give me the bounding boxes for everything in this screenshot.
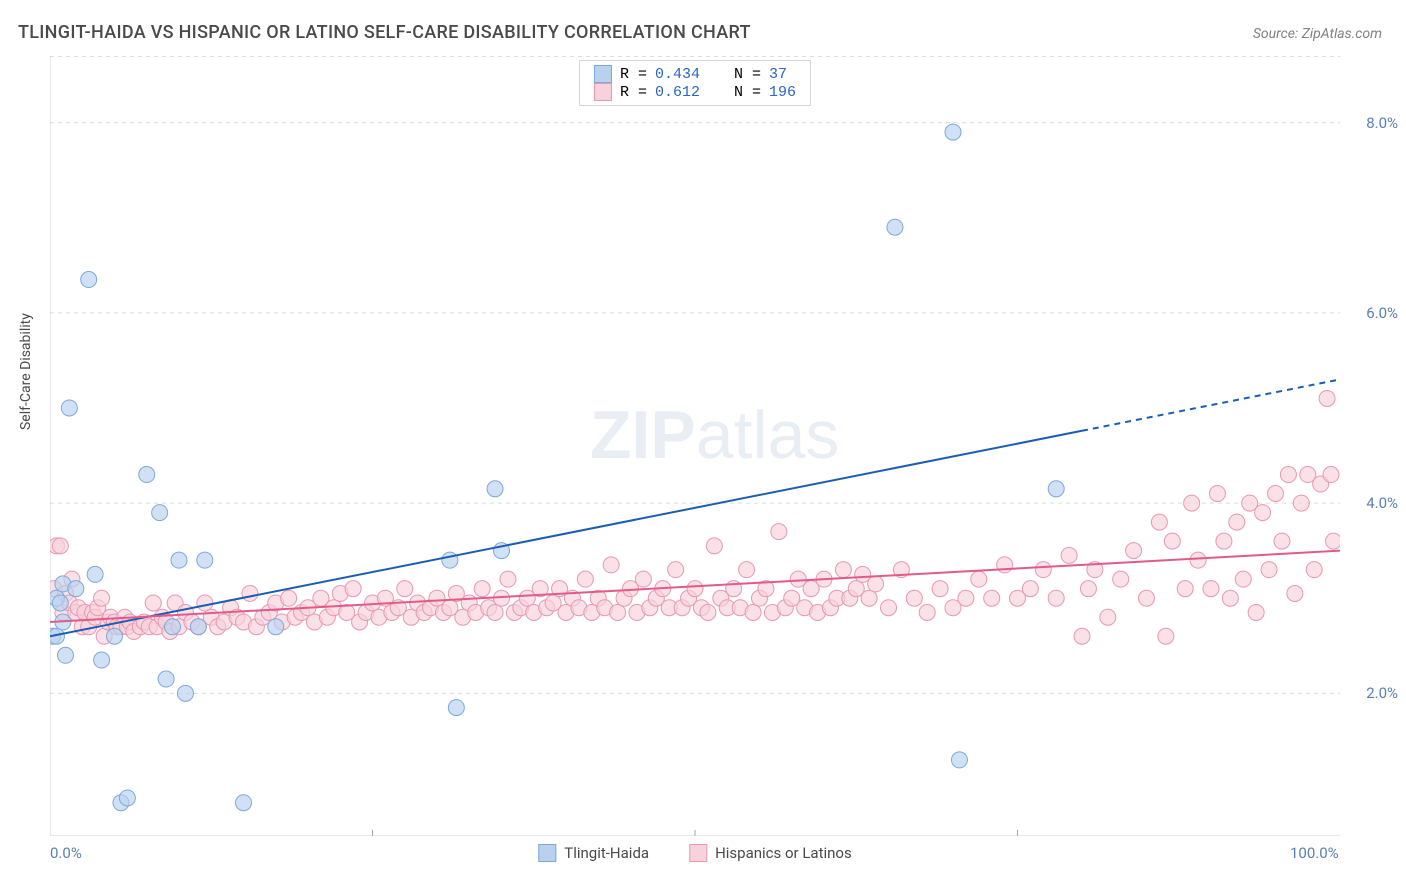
swatch-series-1 <box>594 65 612 83</box>
legend-series-1-label: Tlingit-Haida <box>564 844 649 862</box>
y-axis-label: Self-Care Disability <box>18 313 34 430</box>
y-tick-label: 6.0% <box>1366 304 1398 322</box>
chart-title: TLINGIT-HAIDA VS HISPANIC OR LATINO SELF… <box>18 22 751 43</box>
source-attribution: Source: ZipAtlas.com <box>1253 26 1382 42</box>
correlation-legend: R = 0.434 N = 37 R = 0.612 N = 196 <box>579 60 811 106</box>
legend-r-value-1: 0.434 <box>655 66 700 83</box>
swatch-series-2-bottom <box>689 844 707 862</box>
legend-n-value-1: 37 <box>769 66 787 83</box>
legend-r-value-2: 0.612 <box>655 84 700 101</box>
legend-n-label: N = <box>734 84 761 101</box>
legend-n-value-2: 196 <box>769 84 796 101</box>
legend-r-label: R = <box>620 66 647 83</box>
y-tick-label: 4.0% <box>1366 494 1398 512</box>
legend-series-2-label: Hispanics or Latinos <box>715 844 852 862</box>
x-tick-label: 100.0% <box>1290 844 1339 862</box>
scatter-plot: ZIPatlas R = 0.434 N = 37 R = 0.612 N = … <box>50 56 1340 836</box>
y-tick-label: 2.0% <box>1366 684 1398 702</box>
legend-r-label: R = <box>620 84 647 101</box>
y-tick-label: 8.0% <box>1366 114 1398 132</box>
series-legend: Tlingit-Haida Hispanics or Latinos <box>538 844 851 862</box>
legend-n-label: N = <box>734 66 761 83</box>
swatch-series-2 <box>594 83 612 101</box>
swatch-series-1-bottom <box>538 844 556 862</box>
x-tick-label: 0.0% <box>50 844 82 862</box>
